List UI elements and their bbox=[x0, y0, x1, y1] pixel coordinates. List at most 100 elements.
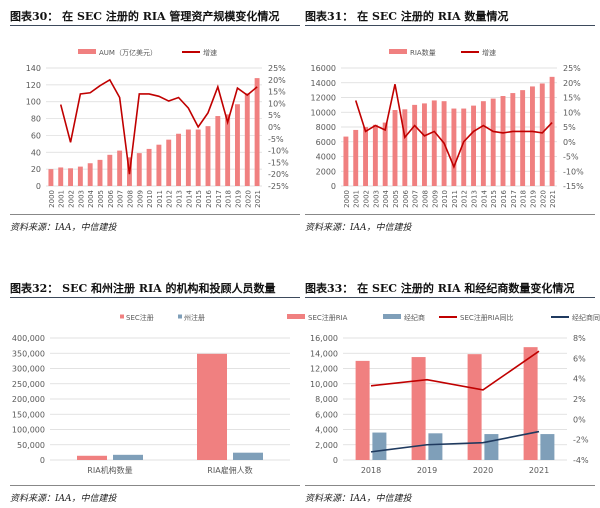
bar bbox=[235, 104, 240, 186]
y-tick-label: 0 bbox=[36, 182, 41, 191]
legend-item: SEC注册 bbox=[120, 313, 154, 322]
bar bbox=[233, 452, 263, 460]
x-tick-label: 2014 bbox=[185, 189, 193, 207]
legend-label: AUM（万亿美元） bbox=[99, 48, 157, 57]
bar bbox=[372, 432, 387, 460]
legend-item: 经纪商同比 bbox=[551, 313, 600, 322]
divider bbox=[10, 214, 300, 215]
y-tick-label: 14000 bbox=[311, 79, 336, 88]
bar bbox=[402, 109, 408, 186]
divider bbox=[305, 25, 595, 26]
legend-item: 增速 bbox=[461, 48, 496, 57]
bar bbox=[353, 129, 359, 186]
bar bbox=[136, 153, 142, 186]
y2-tick-label: 15% bbox=[268, 88, 286, 97]
y-tick-label: 16000 bbox=[311, 64, 336, 73]
chart-title: 图表31： 在 SEC 注册的 RIA 数量情况 bbox=[305, 10, 509, 23]
y2-tick-label: -4% bbox=[573, 456, 589, 465]
legend-item: AUM（万亿美元） bbox=[78, 48, 157, 57]
bar bbox=[431, 100, 437, 186]
x-tick-label: 2012 bbox=[166, 190, 174, 208]
bar bbox=[166, 139, 172, 186]
series-line bbox=[370, 350, 540, 391]
legend-item: SEC注册RIA同比 bbox=[439, 313, 513, 322]
y-tick-label: 10000 bbox=[311, 108, 336, 117]
y-tick-label: 100,000 bbox=[12, 426, 45, 435]
bar bbox=[225, 114, 231, 186]
y2-tick-label: 2% bbox=[573, 395, 586, 404]
bar bbox=[254, 78, 260, 186]
x-tick-label: 2005 bbox=[97, 190, 105, 208]
divider bbox=[305, 485, 595, 486]
x-tick-label: 2020 bbox=[473, 466, 493, 475]
divider bbox=[305, 214, 595, 215]
bar bbox=[87, 163, 93, 186]
legend-label: SEC注册RIA同比 bbox=[460, 313, 513, 322]
x-tick-label: 2007 bbox=[412, 190, 420, 208]
y2-tick-label: -2% bbox=[573, 436, 589, 445]
bar bbox=[113, 454, 143, 460]
chart-30: 0 20 40 60 80 100 120 140 -25% -20% -15% -10% -5% 0% 5… bbox=[26, 48, 289, 208]
y-tick-label: 120 bbox=[26, 81, 41, 90]
bar bbox=[343, 136, 349, 186]
bar bbox=[392, 110, 398, 186]
bar bbox=[451, 108, 457, 186]
bar bbox=[107, 154, 113, 186]
y-tick-label: 4000 bbox=[316, 153, 336, 162]
legend-item: RIA数量 bbox=[389, 48, 436, 57]
bar bbox=[422, 103, 427, 186]
bar bbox=[156, 144, 162, 186]
y2-tick-label: 20% bbox=[268, 76, 286, 85]
x-tick-label: 2006 bbox=[402, 189, 410, 207]
source-note: 资料来源：IAA，中信建投 bbox=[305, 494, 412, 504]
x-tick-label: 2011 bbox=[451, 190, 459, 208]
source-note: 资料来源：IAA，中信建投 bbox=[10, 223, 117, 233]
chart-panel-30: 图表30： 在 SEC 注册的 RIA 管理资产规模变化情况 0 20 40 60 80… bbox=[10, 8, 300, 238]
legend-swatch bbox=[120, 314, 124, 319]
bar bbox=[540, 434, 555, 460]
x-tick-label: 2012 bbox=[461, 190, 469, 208]
y2-tick-label: -5% bbox=[563, 153, 579, 162]
bar bbox=[523, 347, 538, 460]
legend-label: 增速 bbox=[203, 48, 217, 57]
bar bbox=[428, 433, 443, 460]
y-tick-label: 4,000 bbox=[315, 426, 338, 435]
y2-tick-label: 15% bbox=[563, 94, 581, 103]
x-tick-label: 2005 bbox=[392, 190, 400, 208]
y-tick-label: 12,000 bbox=[310, 365, 338, 374]
bar bbox=[197, 353, 227, 460]
bar bbox=[205, 126, 211, 186]
legend-item: SEC注册RIA bbox=[287, 313, 348, 322]
y2-tick-label: 10% bbox=[563, 108, 581, 117]
x-tick-label: 2000 bbox=[48, 190, 56, 208]
chart-31: 0 2000 4000 6000 8000 10000 12000 14000 16000 -15… bbox=[311, 48, 585, 208]
y2-tick-label: 10% bbox=[268, 99, 286, 108]
x-tick-label: 2000 bbox=[343, 190, 351, 208]
bar bbox=[244, 93, 250, 186]
divider bbox=[305, 297, 595, 298]
legend-swatch bbox=[287, 314, 305, 319]
x-tick-label: 2019 bbox=[234, 190, 242, 208]
series-line bbox=[370, 430, 540, 453]
y-tick-label: 6,000 bbox=[315, 410, 338, 419]
y2-tick-label: 20% bbox=[563, 79, 581, 88]
legend-label: RIA数量 bbox=[410, 48, 436, 57]
y-tick-label: 300,000 bbox=[12, 365, 45, 374]
y2-tick-label: -10% bbox=[563, 167, 584, 176]
x-tick-label: 2017 bbox=[215, 190, 223, 208]
bar bbox=[510, 93, 516, 186]
bar bbox=[471, 105, 476, 186]
divider bbox=[10, 297, 300, 298]
x-tick-label: 2020 bbox=[539, 190, 547, 208]
y2-tick-label: -25% bbox=[268, 182, 289, 191]
bar bbox=[176, 133, 181, 186]
bar bbox=[355, 360, 370, 460]
y2-tick-label: 6% bbox=[573, 354, 586, 363]
x-tick-label: 2019 bbox=[529, 190, 537, 208]
source-note: 资料来源：IAA，中信建投 bbox=[10, 494, 117, 504]
bar bbox=[97, 159, 103, 186]
legend-swatch bbox=[178, 314, 182, 319]
y-tick-label: 400,000 bbox=[12, 334, 45, 343]
bar bbox=[500, 96, 506, 186]
x-tick-label: RIA机构数量 bbox=[87, 465, 132, 475]
